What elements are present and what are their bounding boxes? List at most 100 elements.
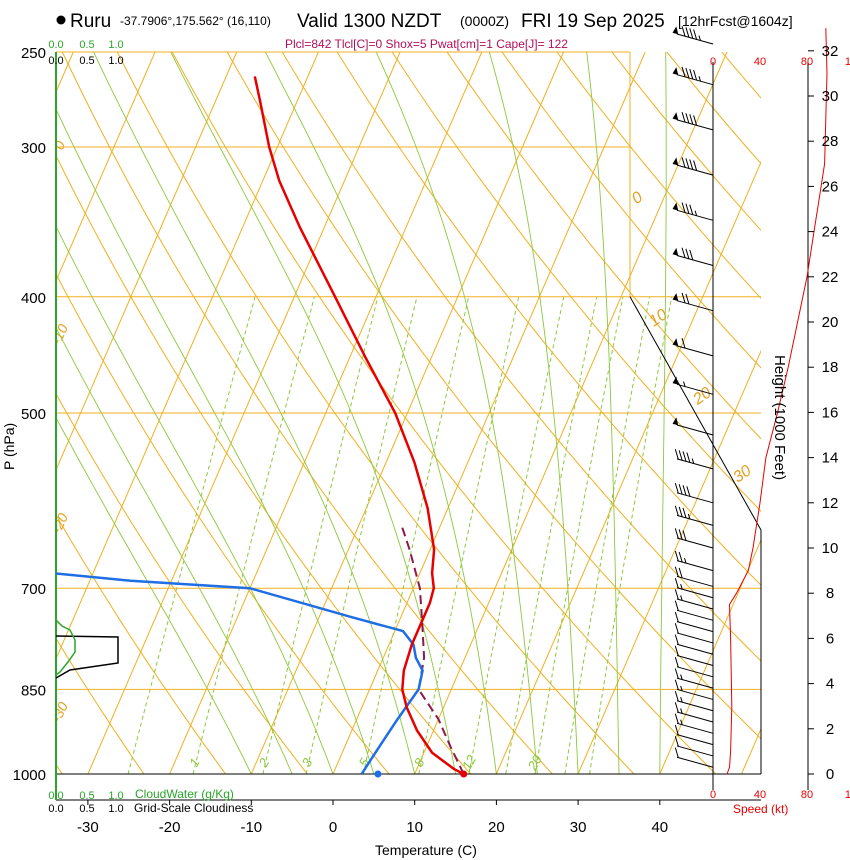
height-tick-label: 14	[822, 450, 839, 467]
wind-barb-flag	[674, 736, 679, 747]
wind-barb-shaft	[676, 745, 714, 757]
wind-barb-shaft	[676, 119, 714, 131]
height-tick-label: 12	[822, 495, 839, 512]
mixing-ratio-label: 3	[299, 755, 316, 769]
wind-barb	[674, 713, 714, 734]
dry-adiabat-line	[56, 154, 472, 774]
diagonal-frame-line	[629, 296, 762, 531]
moist-adiabat-line	[56, 108, 375, 774]
forecast-date: FRI 19 Sep 2025	[521, 11, 665, 32]
wind-barb-flag	[685, 113, 690, 124]
wind-barb-flag	[674, 483, 679, 494]
height-tick-label: 4	[826, 676, 834, 693]
moist-adiabat-line	[264, 52, 497, 774]
dry-adiabat-line	[61, 52, 553, 774]
bottom-scale-label: 1.0	[108, 790, 123, 802]
wind-barb-shaft	[676, 514, 714, 526]
wind-speed-profile-line	[726, 28, 828, 775]
height-tick-label: 6	[826, 630, 834, 647]
surface-dewpoint-marker	[374, 770, 382, 778]
x-tick-label: -10	[240, 819, 262, 836]
utc-time: (0000Z)	[460, 13, 509, 29]
dry-adiabat-label: 0	[629, 189, 646, 208]
wind-barb-pennant	[672, 26, 679, 35]
wind-barb-shaft	[676, 587, 714, 599]
pressure-tick-label: 850	[21, 682, 46, 699]
height-tick-label: 22	[822, 269, 839, 286]
y-axis-title: P (hPa)	[1, 423, 17, 470]
forecast-info: [12hrFcst@1604z]	[678, 13, 793, 29]
height-tick-label: 8	[826, 585, 834, 602]
wind-barb-half-flag	[691, 458, 695, 464]
wind-barb-flag	[678, 551, 683, 563]
wind-barb-pennant	[672, 202, 679, 211]
mixing-ratio-line	[262, 296, 379, 774]
moist-adiabat-line	[56, 225, 334, 774]
wind-barb	[674, 577, 714, 599]
wind-barb	[672, 417, 714, 436]
wind-barb	[674, 550, 714, 572]
wind-barb-half-flag	[694, 210, 698, 216]
wind-barb-shaft	[676, 575, 714, 587]
isotherm-line	[56, 52, 156, 283]
wind-barb-flag	[674, 668, 679, 679]
station-dot-icon	[56, 15, 66, 25]
speed-tick-label-bottom: 0	[710, 789, 716, 801]
moist-adiabat-line	[170, 52, 457, 774]
dry-adiabat-label: 20	[689, 384, 714, 409]
bottom-scale-label-bottom: 0.5	[79, 803, 94, 815]
wind-barb-half-flag	[680, 685, 683, 691]
top-scale-label: 0.5	[79, 39, 94, 51]
wind-barb-flag	[674, 747, 679, 758]
wind-barb-flag	[678, 567, 683, 578]
axes: -30 -20 -10 0 10 20 30 402503004005007008501000…	[13, 39, 850, 836]
wind-barb-flag	[685, 158, 690, 169]
wind-barb-shaft	[676, 621, 714, 633]
wind-barb-flag	[689, 249, 694, 261]
wind-barb	[674, 623, 714, 644]
wind-barb	[674, 690, 714, 712]
isotherm-label: -20	[48, 510, 71, 535]
wind-barb-flag	[674, 690, 679, 702]
mixing-ratio-label: 20	[524, 752, 545, 774]
mixing-ratio-line	[468, 296, 565, 774]
dry-adiabat-line	[116, 52, 635, 774]
wind-barb-shaft	[676, 598, 714, 610]
pressure-tick-label: 500	[21, 406, 46, 423]
wind-barb-flag	[681, 66, 686, 78]
wind-barb	[674, 483, 714, 504]
wind-barb-pennant	[672, 338, 679, 347]
x-tick-label: -20	[159, 819, 181, 836]
height-tick-label: 28	[822, 133, 839, 150]
wind-barb-shaft	[676, 609, 714, 621]
wind-barb-flag	[674, 645, 679, 657]
wind-barb	[674, 668, 714, 689]
moist-adiabat-line	[56, 326, 293, 774]
wind-barb-half-flag	[680, 584, 683, 590]
wind-barb-half-flag	[683, 381, 686, 387]
wind-barb-flag	[674, 713, 679, 724]
dry-adiabat-line	[336, 52, 761, 586]
speed-tick-label-top: 80	[801, 56, 813, 68]
speed-tick-label-top: 0	[710, 56, 716, 68]
wind-barb-pennant	[672, 247, 679, 256]
isotherm-label: 0	[51, 138, 69, 152]
x-tick-label: 20	[488, 819, 505, 836]
cloudiness-profile-line	[55, 635, 119, 679]
top-scale-label-bottom: 0.0	[48, 55, 63, 67]
wind-barb	[674, 634, 714, 655]
wind-barb	[672, 111, 714, 131]
wind-barb-flag	[685, 27, 690, 38]
dry-adiabat-line	[281, 52, 761, 662]
moist-adiabat-line	[586, 52, 620, 774]
height-tick-label: 26	[822, 178, 839, 195]
dry-adiabat-line	[56, 273, 390, 774]
bottom-scale-label-bottom: 1.0	[108, 803, 123, 815]
height-tick-label: 18	[822, 359, 839, 376]
speed-axis-title: Speed (kt)	[733, 802, 788, 816]
wind-barbs	[672, 26, 714, 768]
temperature-line	[253, 76, 465, 774]
top-scale-label-bottom: 1.0	[108, 55, 123, 67]
x-tick-label: 0	[329, 819, 337, 836]
